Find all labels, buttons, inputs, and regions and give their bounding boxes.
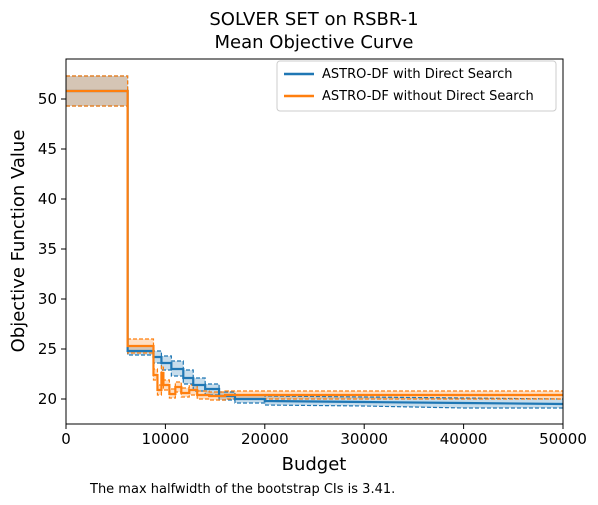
chart-title: SOLVER SET on RSBR-1 Mean Objective Curv… — [209, 9, 418, 53]
x-tick-label: 30000 — [340, 430, 388, 448]
plot-frame — [65, 58, 564, 425]
x-axis-ticks: 0 10000 20000 30000 40000 50000 — [61, 424, 587, 448]
ci-band-with-direct-search — [66, 76, 563, 408]
y-axis-label: Objective Function Value — [8, 130, 29, 353]
legend-box — [276, 60, 557, 112]
title-line-2: Mean Objective Curve — [215, 32, 414, 53]
confidence-bands — [66, 76, 563, 408]
y-tick-label: 25 — [38, 340, 57, 358]
y-tick-label: 40 — [38, 190, 57, 208]
title-line-1: SOLVER SET on RSBR-1 — [209, 9, 418, 30]
y-tick-label: 50 — [38, 90, 57, 108]
ci-lower-with-direct-search — [66, 105, 563, 409]
y-tick-label: 45 — [38, 140, 57, 158]
mean-line-with-direct-search — [66, 89, 563, 406]
y-tick-label: 30 — [38, 290, 57, 308]
x-tick-label: 20000 — [241, 430, 289, 448]
ci-lower-without-direct-search — [66, 105, 563, 401]
x-tick-label: 0 — [61, 430, 71, 448]
legend-label-with-direct-search: ASTRO-DF with Direct Search — [322, 67, 512, 82]
legend-label-without-direct-search: ASTRO-DF without Direct Search — [322, 89, 534, 104]
x-tick-label: 40000 — [440, 430, 488, 448]
series-lines — [66, 75, 563, 409]
y-tick-label: 20 — [38, 390, 57, 408]
y-tick-label: 35 — [38, 240, 57, 258]
x-axis-label: Budget — [282, 454, 347, 475]
x-tick-label: 50000 — [539, 430, 587, 448]
x-tick-label: 10000 — [142, 430, 190, 448]
mean-line-without-direct-search — [66, 89, 563, 398]
y-axis-ticks: 20 25 30 35 40 45 50 — [38, 90, 66, 408]
bootstrap-ci-note: The max halfwidth of the bootstrap CIs i… — [89, 482, 395, 497]
legend: ASTRO-DF with Direct Search ASTRO-DF wit… — [276, 60, 557, 112]
